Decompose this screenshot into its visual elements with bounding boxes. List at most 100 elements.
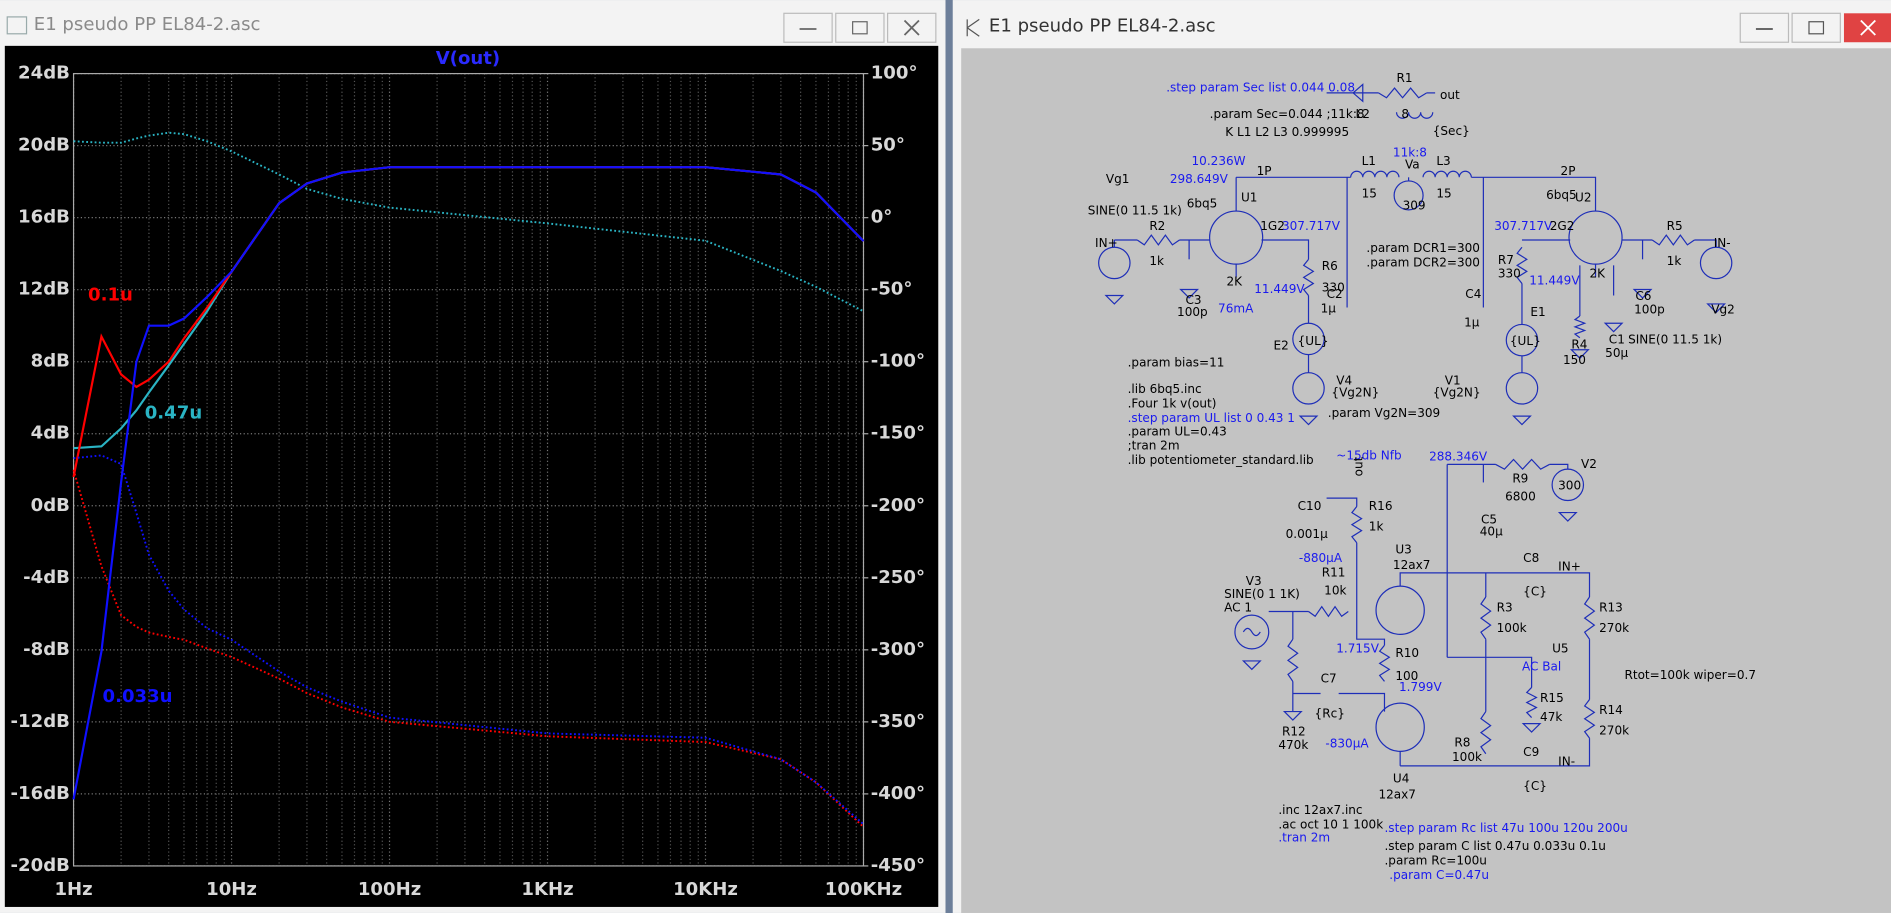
- schematic-label: ;tran 2m: [1128, 439, 1180, 453]
- schematic-label: ~15db Nfb: [1336, 448, 1401, 462]
- maximize-button[interactable]: [835, 12, 885, 43]
- schematic-label: 6800: [1505, 489, 1536, 503]
- schematic-label: L3: [1436, 154, 1450, 168]
- schematic-label: K L1 L2 L3 0.999995: [1225, 125, 1349, 139]
- schematic-label: R14: [1599, 703, 1623, 717]
- ground: [1241, 660, 1262, 671]
- y-tick-label: 12dB: [18, 279, 70, 300]
- y-tick-label: 20dB: [18, 135, 70, 156]
- schematic-label: U1: [1241, 190, 1257, 204]
- schematic-label: 470k: [1278, 738, 1308, 752]
- schematic-label: 330: [1322, 281, 1345, 295]
- maximize-button[interactable]: [1791, 12, 1841, 43]
- y-tick-label: 16dB: [18, 207, 70, 228]
- schematic-label: R2: [1149, 219, 1165, 233]
- schematic-label: 10.236W: [1192, 154, 1246, 168]
- ground: [1557, 511, 1578, 522]
- schematic-label: 100p: [1177, 305, 1208, 319]
- resistor: [1651, 234, 1695, 246]
- x-tick-label: 100Hz: [358, 879, 421, 900]
- schematic-label: 11.449V: [1529, 274, 1580, 288]
- close-button[interactable]: [887, 12, 937, 43]
- schematic-label: 6bq5: [1546, 188, 1577, 202]
- window-title: E1 pseudo PP EL84-2.asc: [989, 15, 1216, 36]
- wire: [1399, 572, 1448, 587]
- schematic-label: Rtot=100k wiper=0.7: [1624, 668, 1756, 682]
- ground: [1632, 288, 1653, 299]
- schematic-label: 100: [1395, 669, 1418, 683]
- schematic-label: .inc 12ax7.inc: [1278, 803, 1362, 817]
- schematic-label: E1: [1530, 305, 1545, 319]
- y-tick-label: -8dB: [23, 639, 70, 660]
- ground: [1521, 723, 1542, 733]
- schematic-label: C2: [1327, 287, 1343, 301]
- wire: [1549, 463, 1569, 470]
- schematic-label: AC 1: [1224, 600, 1252, 614]
- schematic-label: 1µ: [1321, 301, 1337, 315]
- resistor: [1302, 258, 1315, 296]
- schematic-label: {UL}: [1298, 334, 1329, 348]
- minimize-button[interactable]: [783, 12, 833, 43]
- schematic-label: 100k: [1452, 750, 1482, 764]
- resistor: [1479, 596, 1492, 640]
- schematic-label: .param Sec=0.044 ;11k:8: [1210, 107, 1365, 121]
- curve-label: 0.1u: [88, 284, 133, 305]
- window-title: E1 pseudo PP EL84-2.asc: [34, 14, 261, 35]
- schematic-pane: [961, 48, 1891, 913]
- y2-tick-label: -300°: [871, 639, 925, 660]
- x-tick-label: 10KHz: [673, 879, 738, 900]
- schematic: [1098, 83, 1733, 767]
- schematic-label: 8: [1401, 107, 1409, 121]
- wire: [1447, 572, 1591, 597]
- schematic-label: R7: [1498, 253, 1514, 267]
- schematic-label: 307.717V: [1494, 219, 1553, 233]
- y2-tick-label: -250°: [871, 567, 925, 588]
- y2-tick-label: -150°: [871, 423, 925, 444]
- app-icon: [966, 18, 980, 37]
- schematic-label: .step param Sec list 0.044 0.08: [1166, 81, 1355, 95]
- schematic-label: 330: [1498, 266, 1521, 280]
- schematic-label: 288.346V: [1429, 450, 1488, 464]
- close-button[interactable]: [1843, 13, 1891, 43]
- wire: [1261, 239, 1310, 260]
- schematic-label: .lib potentiometer_standard.lib: [1128, 453, 1314, 467]
- y2-tick-label: -400°: [871, 783, 925, 804]
- resistor: [1350, 506, 1363, 544]
- schematic-label: U3: [1395, 542, 1411, 556]
- schematic-label: 2K: [1590, 266, 1607, 280]
- schematic-label: {UL}: [1510, 334, 1541, 348]
- ground: [1512, 415, 1532, 426]
- schematic-label: C5: [1481, 512, 1497, 526]
- resistor: [1583, 699, 1596, 739]
- schematic-label: 100p: [1634, 302, 1665, 316]
- minimize-button[interactable]: [1739, 12, 1790, 43]
- schematic-label: U5: [1552, 641, 1568, 655]
- schematic-label: 76mA: [1218, 301, 1254, 315]
- schematic-label: 298.649V: [1170, 172, 1229, 186]
- schematic-label: 11k:8: [1393, 146, 1427, 160]
- schematic-label: L1: [1362, 154, 1376, 168]
- schematic-label: .step param Rc list 47u 100u 120u 200u: [1384, 821, 1627, 835]
- plot-title: V(out): [436, 48, 500, 69]
- schematic-label: L2: [1356, 107, 1370, 121]
- schematic-label: Va: [1405, 158, 1420, 172]
- schematic-label: 2P: [1561, 164, 1576, 178]
- schematic-label: IN-: [1714, 236, 1731, 250]
- y2-tick-label: -100°: [871, 351, 925, 372]
- schematic-label: 1k: [1149, 254, 1164, 268]
- schematic-label: R13: [1599, 600, 1623, 614]
- x-tick-label: 1Hz: [54, 879, 92, 900]
- resistor: [1308, 605, 1349, 618]
- schematic-label: {Vg2N}: [1433, 386, 1481, 400]
- y2-tick-label: 0°: [871, 207, 893, 228]
- y2-tick-label: -350°: [871, 711, 925, 732]
- schematic-label: C4: [1465, 287, 1481, 301]
- wire: [1356, 542, 1386, 646]
- y-tick-label: 0dB: [31, 495, 70, 516]
- magnitude-curve: [72, 166, 865, 800]
- schematic-label: .param DCR2=300: [1366, 255, 1480, 269]
- schematic-label: E2: [1274, 339, 1289, 353]
- schematic-label: .param C=0.47u: [1389, 868, 1489, 882]
- schematic-label: R3: [1497, 600, 1513, 614]
- schematic-label: 270k: [1599, 723, 1629, 737]
